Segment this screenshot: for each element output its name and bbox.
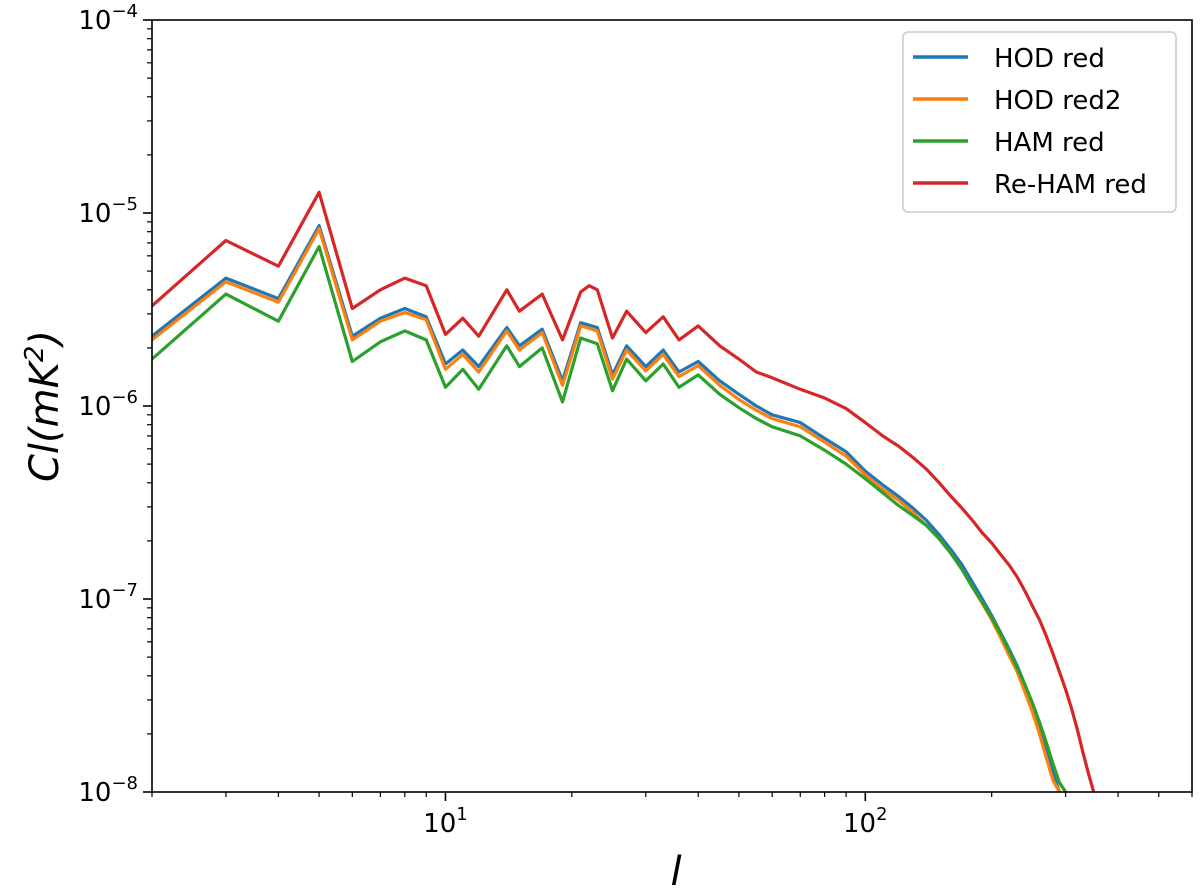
y-tick-label: 10−5	[78, 194, 138, 229]
series-line-2	[152, 227, 1061, 792]
series-layer	[152, 190, 1096, 792]
y-tick-label: 10−7	[78, 580, 138, 615]
x-axis: 101 102	[151, 792, 1193, 839]
legend-item: HOD red	[913, 44, 1105, 74]
x-tick-label: 101	[423, 804, 468, 839]
legend-item: HOD red2	[913, 86, 1121, 116]
series-line-3	[152, 245, 1068, 792]
legend-label: HOD red2	[994, 86, 1121, 116]
y-tick-label: 10−6	[78, 387, 138, 422]
x-tick-label: 102	[843, 804, 888, 839]
y-axis: 10−8 10−7 10−6 10−5 10−4	[78, 1, 152, 808]
series-line-4	[152, 190, 1096, 792]
y-axis-title: Cl(mK2)	[20, 330, 68, 482]
legend: HOD red HOD red2 HAM red Re-HAM red	[902, 31, 1177, 213]
legend-box	[902, 31, 1177, 213]
y-tick-label: 10−8	[78, 773, 138, 808]
y-tick-label: 10−4	[78, 1, 138, 36]
x-axis-title: l	[670, 849, 681, 894]
legend-item: HAM red	[913, 128, 1105, 158]
legend-label: Re-HAM red	[994, 170, 1147, 200]
legend-label: HOD red	[994, 44, 1105, 74]
legend-item: Re-HAM red	[913, 170, 1147, 200]
legend-label: HAM red	[994, 128, 1105, 158]
